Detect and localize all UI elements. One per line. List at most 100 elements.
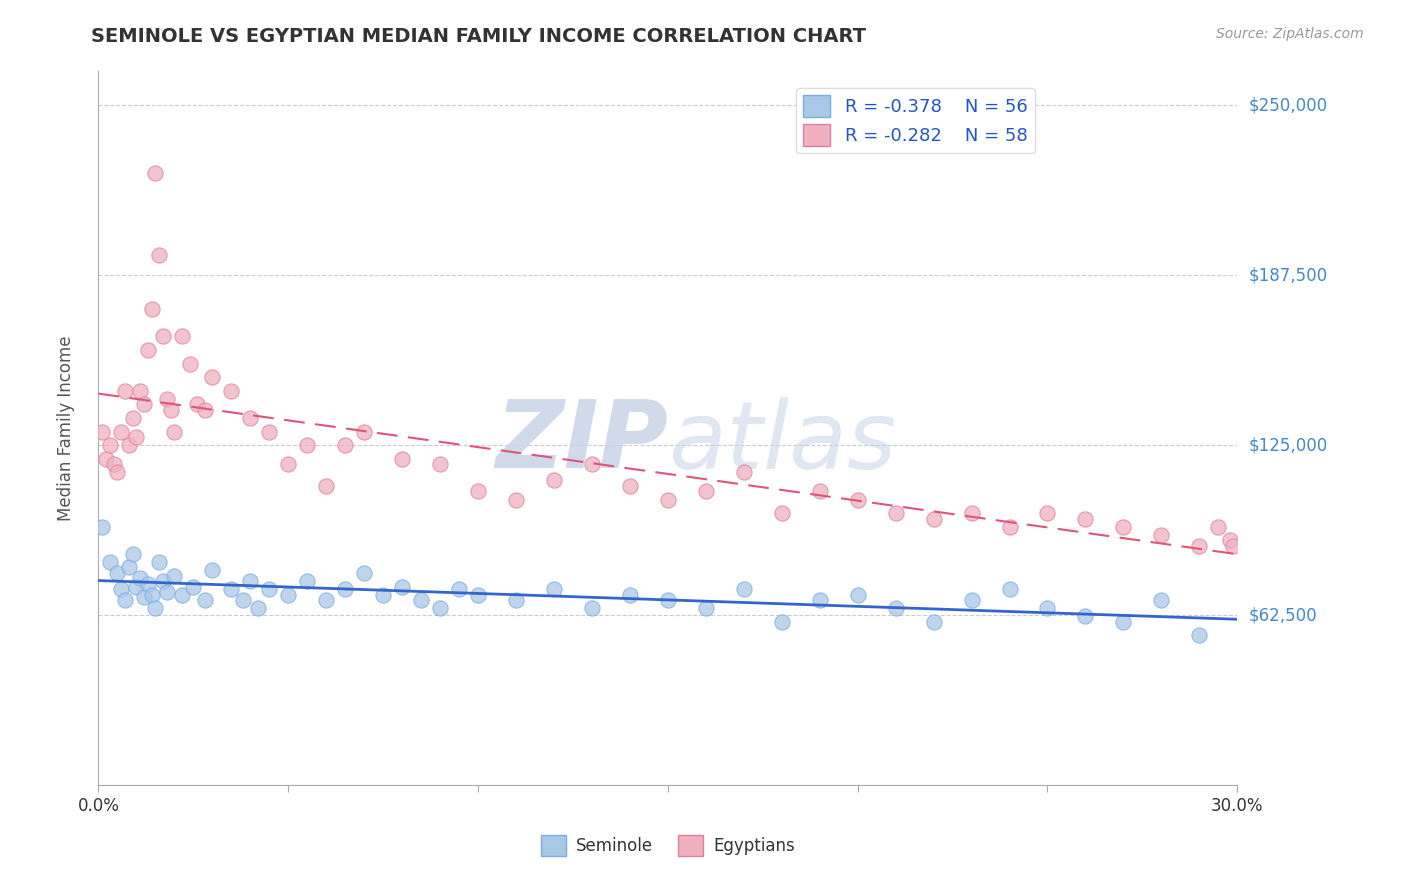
Point bbox=[429, 457, 451, 471]
Point bbox=[136, 576, 159, 591]
Point bbox=[657, 492, 679, 507]
Point bbox=[467, 588, 489, 602]
Point bbox=[543, 582, 565, 597]
Point bbox=[733, 466, 755, 480]
Point bbox=[246, 601, 269, 615]
Point bbox=[297, 438, 319, 452]
Point bbox=[107, 466, 129, 480]
Point bbox=[183, 580, 205, 594]
Point bbox=[114, 384, 136, 398]
Point bbox=[619, 588, 641, 602]
Text: Source: ZipAtlas.com: Source: ZipAtlas.com bbox=[1216, 27, 1364, 41]
Point bbox=[960, 593, 983, 607]
Point bbox=[846, 588, 869, 602]
Point bbox=[194, 402, 217, 417]
Point bbox=[922, 615, 945, 629]
Text: $187,500: $187,500 bbox=[1249, 266, 1327, 285]
Point bbox=[808, 484, 831, 499]
Point bbox=[695, 601, 717, 615]
Point bbox=[239, 574, 262, 588]
Point bbox=[884, 601, 907, 615]
Point bbox=[259, 582, 281, 597]
Point bbox=[467, 484, 489, 499]
Text: $125,000: $125,000 bbox=[1249, 436, 1327, 454]
Point bbox=[170, 588, 193, 602]
Point bbox=[657, 593, 679, 607]
Point bbox=[770, 506, 793, 520]
Point bbox=[315, 593, 337, 607]
Point bbox=[846, 492, 869, 507]
Point bbox=[136, 343, 159, 357]
Point bbox=[353, 425, 375, 439]
Text: atlas: atlas bbox=[668, 397, 896, 488]
Point bbox=[148, 248, 170, 262]
Point bbox=[152, 574, 174, 588]
Point bbox=[1150, 593, 1173, 607]
Point bbox=[960, 506, 983, 520]
Point bbox=[145, 601, 167, 615]
Text: $250,000: $250,000 bbox=[1249, 96, 1327, 114]
Point bbox=[1036, 506, 1059, 520]
Point bbox=[543, 474, 565, 488]
Point bbox=[733, 582, 755, 597]
Point bbox=[505, 492, 527, 507]
Point bbox=[411, 593, 433, 607]
Point bbox=[129, 571, 152, 585]
Point bbox=[1222, 539, 1244, 553]
Point bbox=[371, 588, 394, 602]
Point bbox=[315, 479, 337, 493]
Point bbox=[1188, 539, 1211, 553]
Point bbox=[91, 519, 114, 533]
Text: $62,500: $62,500 bbox=[1249, 606, 1317, 624]
Point bbox=[145, 166, 167, 180]
Point bbox=[581, 601, 603, 615]
Point bbox=[391, 580, 413, 594]
Point bbox=[163, 425, 186, 439]
Point bbox=[1112, 615, 1135, 629]
Point bbox=[505, 593, 527, 607]
Point bbox=[353, 566, 375, 580]
Point bbox=[770, 615, 793, 629]
Point bbox=[221, 384, 243, 398]
Point bbox=[132, 591, 155, 605]
Point bbox=[335, 438, 357, 452]
Point bbox=[156, 585, 179, 599]
Text: ZIP: ZIP bbox=[495, 396, 668, 489]
Point bbox=[1036, 601, 1059, 615]
Point bbox=[98, 438, 121, 452]
Point bbox=[163, 568, 186, 582]
Point bbox=[125, 580, 148, 594]
Point bbox=[277, 588, 299, 602]
Point bbox=[98, 555, 121, 569]
Legend: Seminole, Egyptians: Seminole, Egyptians bbox=[534, 829, 801, 863]
Point bbox=[141, 302, 163, 317]
Point bbox=[201, 563, 224, 577]
Point bbox=[114, 593, 136, 607]
Point bbox=[1208, 519, 1230, 533]
Text: SEMINOLE VS EGYPTIAN MEDIAN FAMILY INCOME CORRELATION CHART: SEMINOLE VS EGYPTIAN MEDIAN FAMILY INCOM… bbox=[91, 27, 866, 45]
Point bbox=[121, 411, 143, 425]
Point bbox=[148, 555, 170, 569]
Point bbox=[259, 425, 281, 439]
Point bbox=[232, 593, 254, 607]
Point bbox=[186, 397, 208, 411]
Point bbox=[695, 484, 717, 499]
Point bbox=[391, 451, 413, 466]
Point bbox=[277, 457, 299, 471]
Point bbox=[1219, 533, 1241, 548]
Point bbox=[118, 438, 141, 452]
Point bbox=[110, 425, 132, 439]
Y-axis label: Median Family Income: Median Family Income bbox=[56, 335, 75, 521]
Point bbox=[94, 451, 117, 466]
Point bbox=[129, 384, 152, 398]
Point bbox=[125, 430, 148, 444]
Point bbox=[121, 547, 143, 561]
Point bbox=[1112, 519, 1135, 533]
Point bbox=[141, 588, 163, 602]
Point bbox=[1150, 528, 1173, 542]
Point bbox=[132, 397, 155, 411]
Point bbox=[159, 402, 181, 417]
Point bbox=[808, 593, 831, 607]
Point bbox=[429, 601, 451, 615]
Point bbox=[110, 582, 132, 597]
